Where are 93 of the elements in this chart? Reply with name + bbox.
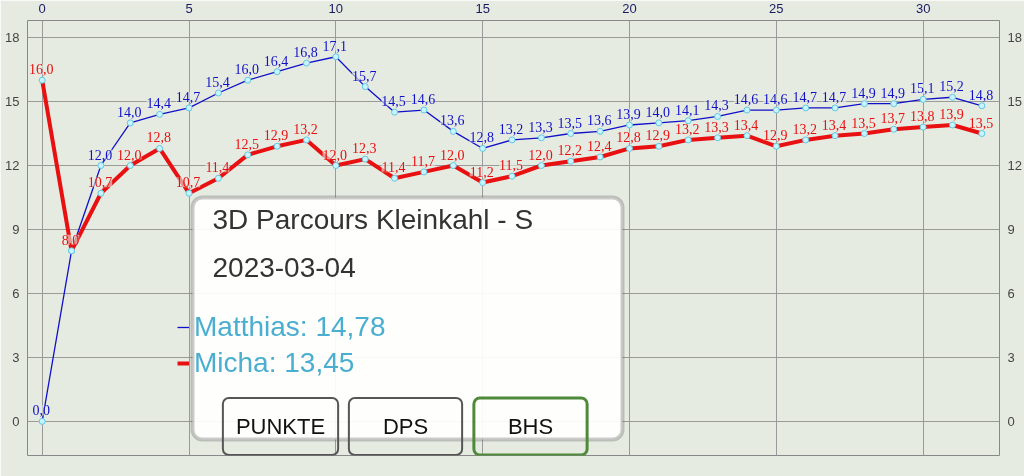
data-label: 12,0 [322, 147, 348, 163]
x-tick-label: 10 [328, 0, 344, 16]
data-label: 14,6 [410, 92, 436, 108]
data-label: 12,2 [557, 143, 583, 159]
data-label: 15,2 [939, 79, 964, 95]
data-label: 16,0 [28, 62, 54, 78]
data-label: 14,4 [146, 96, 171, 112]
data-label: 12,9 [763, 128, 788, 144]
annotation: PUNKTE [235, 414, 326, 439]
data-label: 14,9 [880, 85, 906, 101]
y2-tick-label: 15 [1007, 94, 1022, 110]
x-tick-label: 30 [915, 0, 931, 16]
data-label: 11,4 [381, 160, 406, 176]
data-label: 13,9 [939, 106, 964, 122]
data-label: 11,2 [469, 164, 494, 180]
data-label: 14,9 [851, 85, 876, 101]
data-label: 17,1 [322, 38, 348, 54]
data-label: 12,3 [351, 141, 377, 157]
y-tick-label: 6 [12, 285, 20, 301]
data-label: 16,4 [263, 53, 289, 69]
y2-tick-label: 3 [1007, 349, 1015, 365]
data-label: 12,8 [146, 130, 171, 146]
data-label: 12,8 [616, 130, 641, 146]
data-label: 13,2 [498, 121, 524, 137]
x-tick-label: 0 [38, 0, 46, 16]
data-label: 12,9 [645, 128, 671, 144]
data-label: 13,2 [293, 121, 318, 137]
y-tick-label: 9 [12, 221, 20, 237]
x-tick-label: 5 [185, 0, 193, 16]
data-label: 11,5 [499, 158, 524, 174]
y-tick-label: 3 [12, 349, 20, 365]
y2-tick-label: 0 [1007, 413, 1015, 429]
data-label: 13,6 [440, 113, 465, 129]
data-label: 14,0 [117, 104, 142, 120]
data-label: 14,7 [175, 89, 201, 105]
data-label: 13,2 [674, 121, 700, 137]
data-label: 0,0 [32, 403, 50, 419]
data-label: 12,0 [440, 147, 465, 163]
y2-tick-label: 12 [1007, 158, 1022, 173]
data-label: 11,4 [205, 160, 230, 176]
y-tick-label: 18 [5, 30, 20, 46]
data-label: 14,8 [968, 87, 994, 103]
annotation: DPS [382, 414, 429, 439]
data-label: 15,4 [205, 75, 230, 90]
legend-label: Micha: 13,45 [194, 347, 355, 379]
data-label: 13,5 [557, 115, 583, 131]
data-label: 13,7 [880, 111, 906, 127]
data-label: 13,4 [821, 117, 847, 133]
data-label: 8,0 [61, 232, 80, 248]
data-label: 14,5 [381, 94, 406, 110]
data-label: 13,3 [528, 119, 553, 135]
data-label: 12,0 [528, 147, 553, 163]
data-label: 16,8 [293, 45, 318, 61]
y-tick-label: 12 [5, 158, 20, 173]
data-label: 13,2 [792, 121, 817, 137]
data-label: 10,7 [87, 175, 113, 191]
data-label: 14,7 [792, 89, 817, 105]
data-label: 10,7 [175, 175, 201, 191]
data-label: 12,4 [586, 138, 612, 154]
y-tick-label: 0 [12, 413, 20, 429]
data-label: 16,0 [234, 62, 259, 78]
y2-tick-label: 6 [1007, 285, 1015, 301]
data-label: 12,0 [117, 147, 142, 163]
data-label: 15,7 [351, 68, 377, 84]
data-label: 11,7 [410, 153, 435, 169]
y2-tick-label: 9 [1007, 221, 1015, 237]
data-label: 14,6 [763, 92, 788, 108]
legend-label: Matthias: 14,78 [194, 311, 386, 343]
x-tick-label: 20 [622, 0, 637, 16]
data-label: 14,3 [704, 98, 729, 114]
x-tick-label: 15 [475, 0, 490, 16]
data-label: 12,8 [469, 130, 494, 146]
data-label: 13,8 [909, 109, 935, 125]
data-label: 15,1 [909, 81, 935, 97]
data-label: 13,9 [616, 106, 641, 122]
annotation: 2023-03-04 [212, 251, 356, 283]
data-label: 13,6 [586, 113, 612, 129]
data-label: 14,7 [821, 89, 847, 105]
y2-tick-label: 18 [1007, 30, 1022, 46]
data-label: 14,0 [645, 104, 671, 120]
annotation: 3D Parcours Kleinkahl - S [212, 203, 534, 235]
data-label: 12,5 [234, 136, 259, 152]
data-label: 12,0 [87, 147, 113, 163]
y-tick-label: 15 [5, 94, 20, 110]
data-label: 13,4 [733, 117, 759, 133]
data-label: 13,5 [851, 115, 876, 131]
data-label: 13,3 [704, 119, 729, 135]
annotation: BHS [507, 414, 554, 439]
data-label: 14,6 [733, 92, 759, 108]
data-label: 13,5 [968, 115, 994, 131]
data-label: 14,1 [674, 102, 700, 118]
x-tick-label: 25 [769, 0, 784, 16]
data-label: 12,9 [263, 128, 289, 144]
